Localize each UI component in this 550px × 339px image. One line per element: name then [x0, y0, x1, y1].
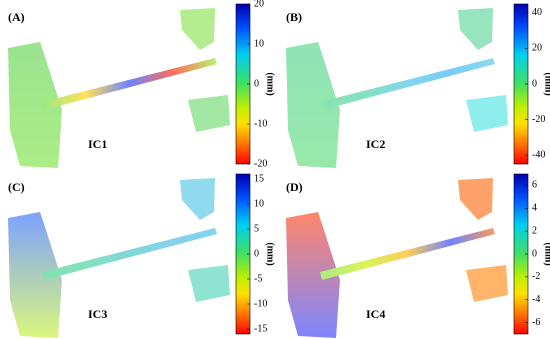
colorbar-tick-label: 0: [532, 78, 537, 89]
colorbar-tick-label: 2: [532, 225, 537, 236]
colorbar-tick-label: 10: [254, 198, 264, 209]
component-name: IC4: [366, 307, 385, 321]
panel: (B) IC2 40 20 0 -20 -40 (mm): [278, 0, 550, 168]
component-name: IC1: [88, 137, 107, 151]
colorbar-tick-label: 15: [254, 173, 264, 184]
colorbar-tick-label: 0: [532, 248, 537, 259]
panel-label: (B): [286, 10, 302, 24]
speckle: [278, 0, 510, 168]
colorbar-tick-label: 5: [254, 223, 259, 234]
colorbar-tick-label: -4: [532, 294, 540, 305]
colorbar-unit: (mm): [265, 242, 276, 265]
colorbar-tick-label: 20: [532, 43, 542, 54]
colorbar-tick-label: -5: [254, 273, 262, 284]
panel: (D) IC4 6 4 2 0 -2 -4 -6 (mm): [278, 170, 550, 338]
colorbar-tick-label: 40: [532, 7, 542, 18]
colorbar-unit: (mm): [265, 72, 276, 95]
colorbar-tick-label: 6: [532, 180, 537, 191]
colorbar-tick-label: -10: [254, 118, 267, 129]
colorbar-tick-label: 0: [254, 78, 259, 89]
speckle: [0, 0, 232, 168]
panel: (C) IC3 15 10 5 0 -5 -10 -15 (mm): [0, 170, 276, 338]
panel-label: (C): [8, 180, 25, 194]
colorbar-tick-label: 20: [254, 0, 264, 9]
colorbar-tick-label: -6: [532, 317, 540, 328]
colorbar-tick-label: -40: [532, 149, 545, 160]
speckle: [278, 170, 510, 338]
colorbar-tick-label: -20: [254, 158, 267, 169]
panel-label: (A): [8, 10, 25, 24]
colorbar-unit: (mm): [543, 72, 550, 95]
component-name: IC3: [88, 307, 107, 321]
speckle: [0, 170, 232, 338]
colorbar-tick-label: 10: [254, 38, 264, 49]
component-name: IC2: [366, 137, 385, 151]
colorbar-tick-label: -15: [254, 323, 267, 334]
colorbar-tick-label: -10: [254, 298, 267, 309]
colorbar-tick-label: -2: [532, 271, 540, 282]
colorbar-tick-label: -20: [532, 114, 545, 125]
colorbar-unit: (mm): [543, 242, 550, 265]
panel: (A) IC1 20 10 0 -10 -20 (mm): [0, 0, 276, 169]
panel-label: (D): [286, 180, 303, 194]
colorbar-tick-label: 4: [532, 203, 537, 214]
colorbar-tick-label: 0: [254, 248, 259, 259]
